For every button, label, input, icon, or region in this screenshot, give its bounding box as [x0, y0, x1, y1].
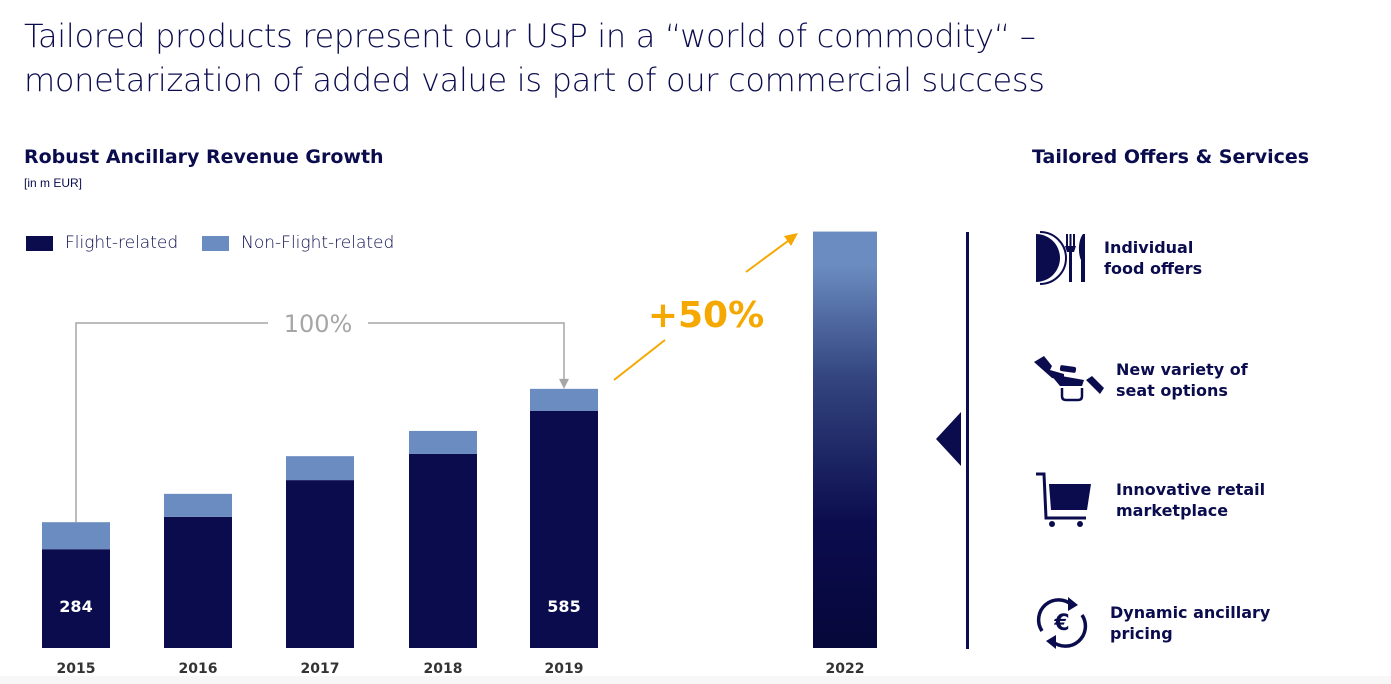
- chart-unit-label: [in m EUR]: [24, 176, 83, 190]
- legend-item-non-flight: Non-Flight-related: [202, 233, 394, 253]
- chart-title: Robust Ancillary Revenue Growth: [24, 146, 384, 168]
- bar-non-flight-2015: [42, 522, 110, 550]
- annotations-group: 100% +50%: [75, 233, 798, 523]
- annotation-plus-50-percent: +50%: [648, 295, 764, 336]
- offer-seats-label-line-1: New variety of: [1116, 360, 1248, 379]
- euro-cycle-icon: €: [1034, 593, 1110, 653]
- x-tick-label-2015: 2015: [57, 661, 96, 677]
- offer-seats-label-line-2: seat options: [1116, 381, 1228, 400]
- bar-non-flight-2019: [530, 388, 598, 411]
- svg-text:€: €: [1053, 611, 1069, 636]
- growth-arrow-line-upper: [745, 237, 793, 273]
- offer-retail-label-line-1: Innovative retail: [1116, 480, 1266, 499]
- reclining-seat-icon: [1030, 350, 1116, 410]
- slide-title: Tailored products represent our USP in a…: [24, 14, 1324, 102]
- chart-legend: Flight-related Non-Flight-related: [26, 233, 418, 253]
- bar-projection-2022: [813, 231, 877, 648]
- plate-cutlery-icon: [1034, 228, 1104, 288]
- offer-pricing-label-line-2: pricing: [1110, 624, 1173, 643]
- x-tick-label-2017: 2017: [301, 661, 340, 677]
- bar-flight-2019: [530, 410, 598, 648]
- x-tick-label-2018: 2018: [424, 661, 463, 677]
- bars-group: [42, 231, 877, 648]
- bar-flight-2016: [164, 516, 232, 648]
- pointer-triangle-icon: [936, 412, 961, 466]
- bar-non-flight-2017: [286, 456, 354, 481]
- divider-line: [966, 232, 969, 649]
- shopping-cart-icon: [1034, 470, 1116, 530]
- legend-label-non-flight: Non-Flight-related: [241, 233, 395, 253]
- offer-food-label: Individual food offers: [1104, 237, 1304, 279]
- offer-food-label-line-1: Individual: [1104, 238, 1194, 257]
- legend-swatch-flight: [26, 235, 53, 251]
- offer-seats-label: New variety of seat options: [1116, 359, 1316, 401]
- annotation-100-percent: 100%: [284, 310, 353, 338]
- bar-flight-2017: [286, 480, 354, 648]
- data-label-2015: 284: [59, 597, 92, 616]
- offer-retail: Innovative retail marketplace: [1034, 470, 1316, 530]
- offer-pricing: € Dynamic ancillary pricing: [1034, 593, 1310, 653]
- data-label-2019: 585: [547, 597, 580, 616]
- offer-food-label-line-2: food offers: [1104, 259, 1203, 278]
- bar-non-flight-2018: [409, 430, 477, 454]
- bar-non-flight-2016: [164, 493, 232, 517]
- bar-flight-2015: [42, 549, 110, 648]
- slide-title-line-1: Tailored products represent our USP in a…: [24, 17, 1036, 55]
- bracket-arrowhead-icon: [559, 378, 569, 389]
- legend-item-flight: Flight-related: [26, 233, 178, 253]
- bracket-right-line: [368, 322, 565, 381]
- offer-retail-label: Innovative retail marketplace: [1116, 479, 1316, 521]
- x-tick-label-2022: 2022: [826, 661, 865, 677]
- bracket-left-line: [75, 322, 268, 523]
- legend-swatch-non-flight: [202, 235, 230, 251]
- bar-flight-2018: [409, 453, 477, 648]
- offer-retail-label-line-2: marketplace: [1116, 501, 1229, 520]
- offer-seats: New variety of seat options: [1030, 350, 1316, 410]
- offer-pricing-label-line-1: Dynamic ancillary: [1110, 603, 1271, 622]
- x-tick-label-2016: 2016: [179, 661, 218, 677]
- offer-food: Individual food offers: [1034, 228, 1304, 288]
- growth-arrow-line-lower: [613, 339, 666, 381]
- footer-strip: [0, 676, 1391, 684]
- growth-arrowhead-icon: [784, 233, 798, 246]
- legend-label-flight: Flight-related: [65, 233, 179, 253]
- labels-group: 2015 2016 2017 2018 2019 2022 284 585: [57, 597, 865, 677]
- x-tick-label-2019: 2019: [545, 661, 584, 677]
- offer-pricing-label: Dynamic ancillary pricing: [1110, 602, 1310, 644]
- offers-title: Tailored Offers & Services: [1032, 146, 1310, 168]
- slide-title-line-2: monetarization of added value is part of…: [24, 61, 1045, 99]
